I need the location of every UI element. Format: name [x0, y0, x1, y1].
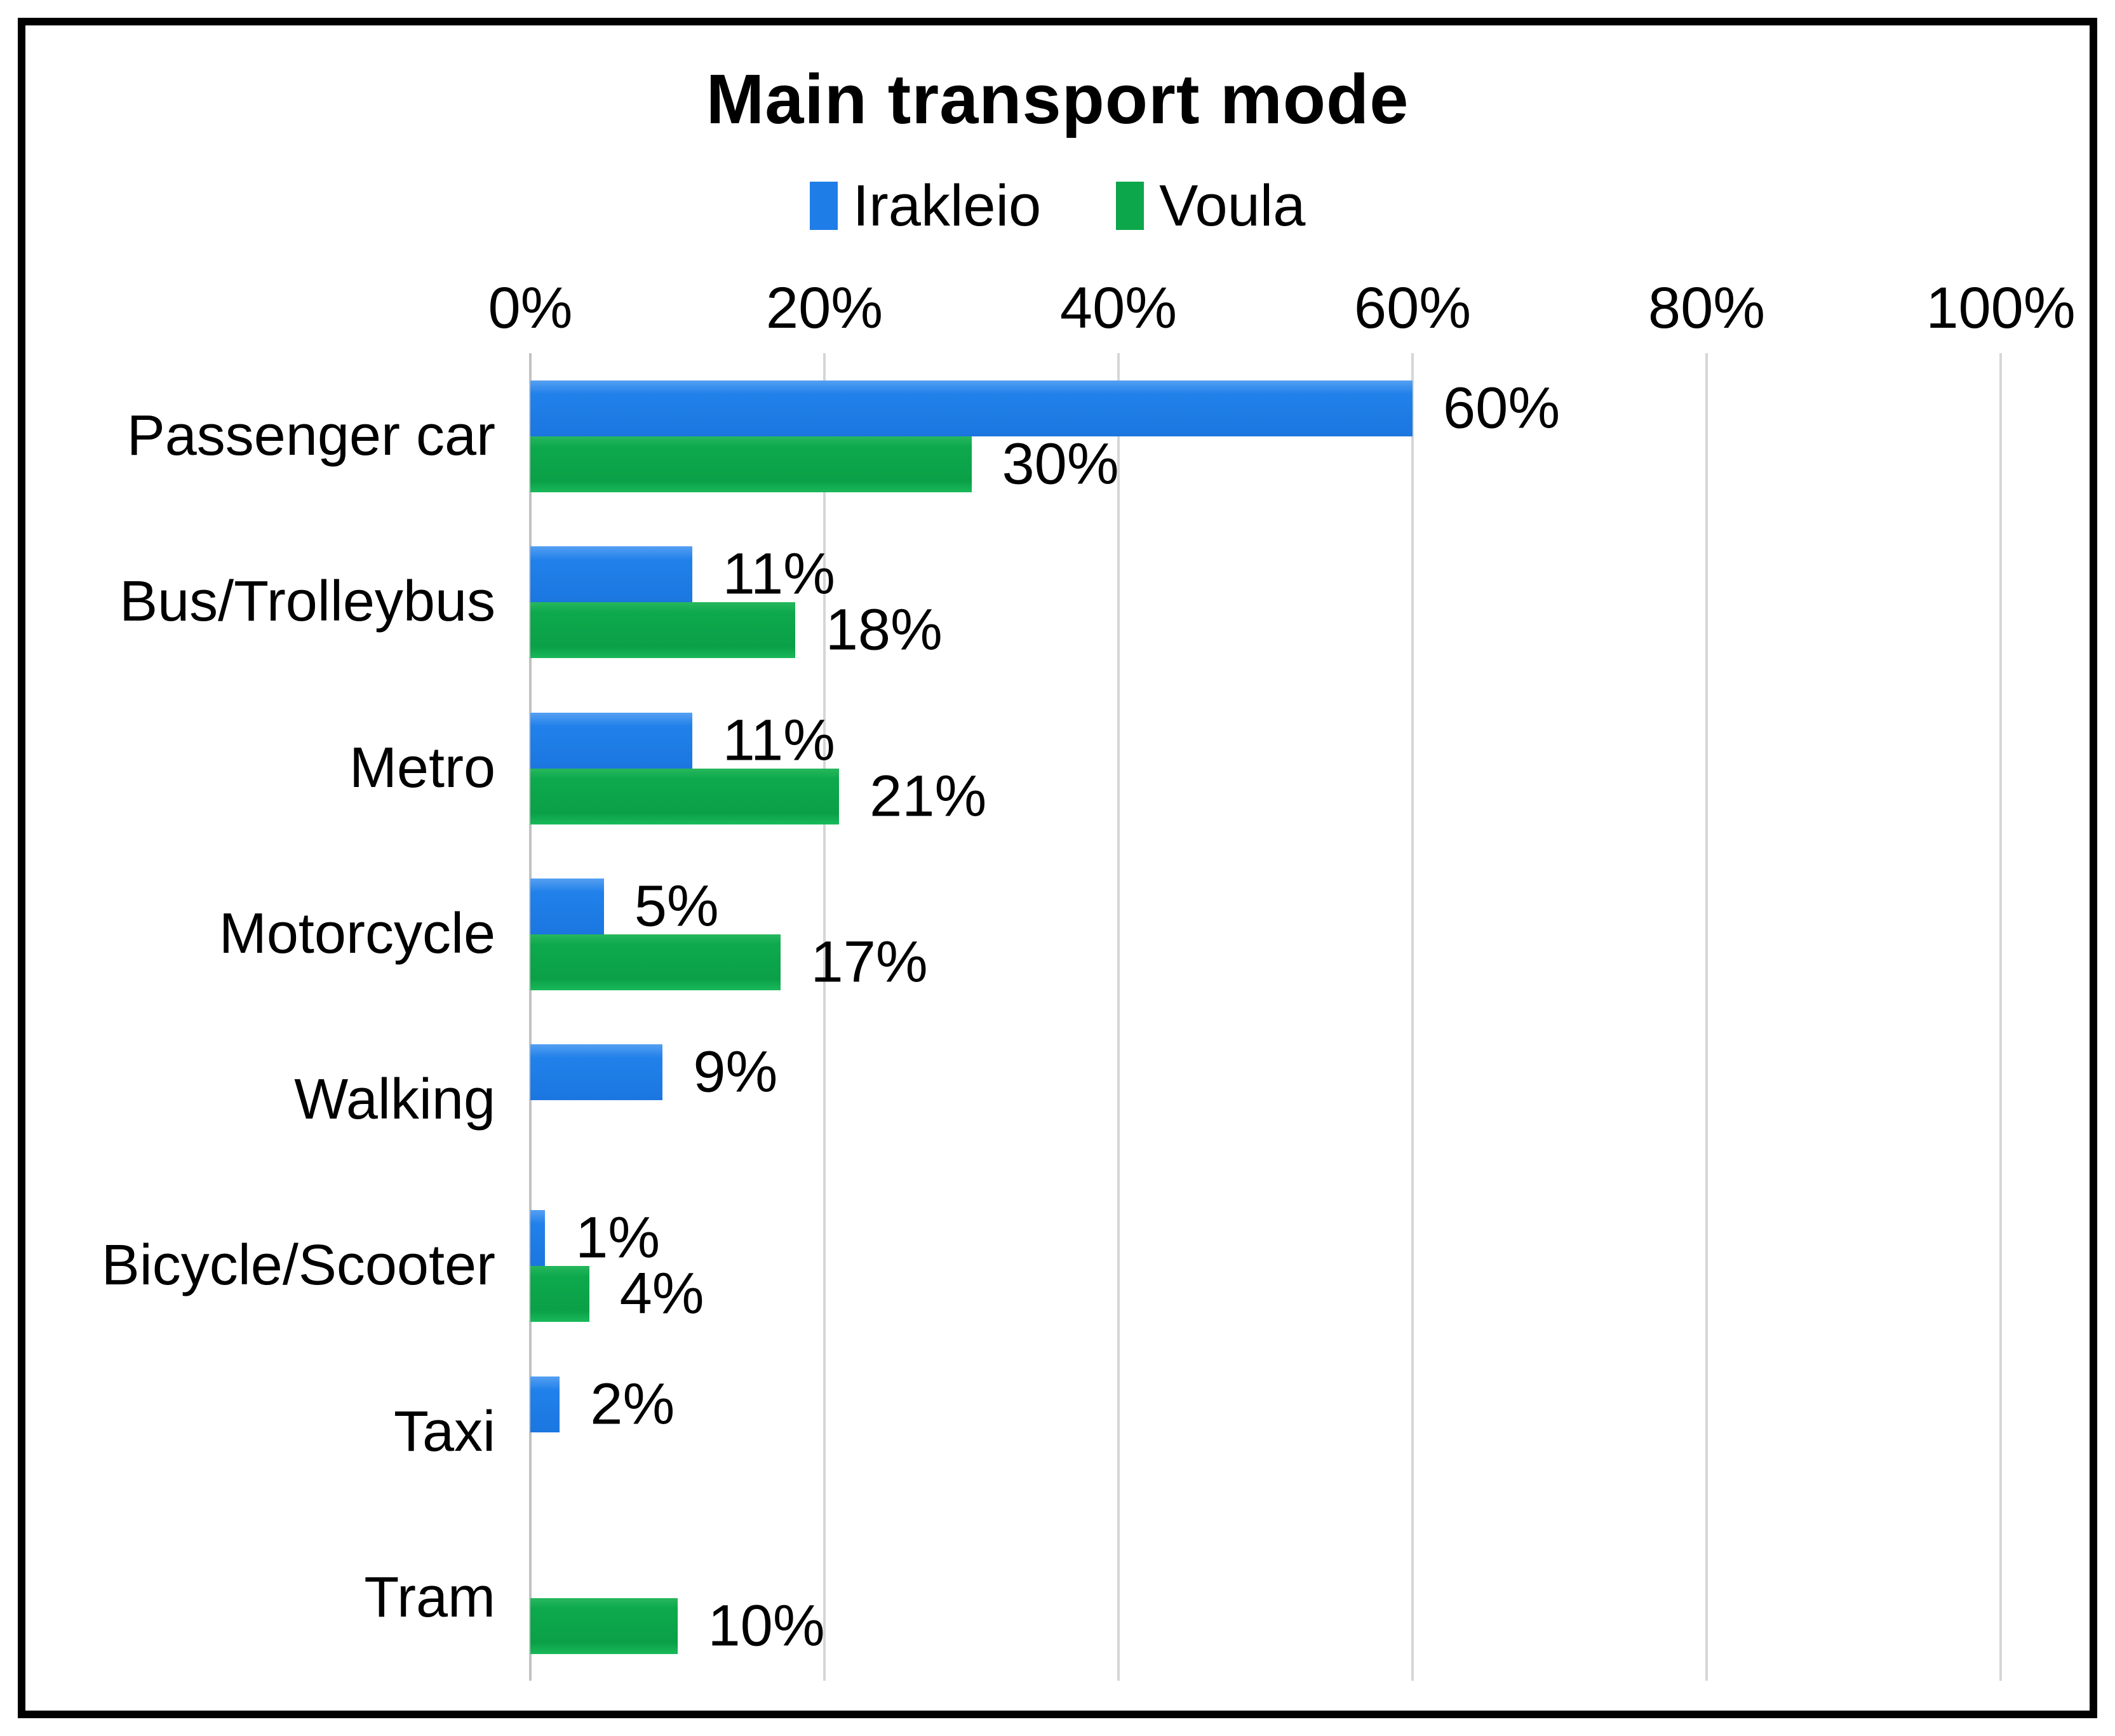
data-label-irakleio-metro: 11%: [722, 708, 835, 772]
data-label-voula-bus-trolleybus: 18%: [825, 597, 943, 663]
bar-irakleio-taxi: 2%: [530, 1371, 675, 1436]
x-tick-label-80-: 80%: [1648, 276, 1766, 340]
x-tick-label-60-: 60%: [1353, 276, 1472, 340]
data-label-irakleio-passenger-car: 60%: [1443, 375, 1561, 441]
bar-group-passenger-car: 60% 30%: [530, 353, 2001, 519]
bar-group-bicycle-scooter: 1% 4%: [530, 1183, 2001, 1349]
gridline-0-: [529, 353, 532, 1681]
legend-swatch-voula-icon: [1116, 182, 1145, 230]
data-label-irakleio-motorcycle: 5%: [634, 873, 719, 939]
gridline-20-: [823, 353, 826, 1681]
category-label-metro: Metro: [349, 736, 495, 800]
category-label-tram: Tram: [364, 1565, 495, 1629]
legend-swatch-irakleio-icon: [809, 182, 838, 230]
data-label-irakleio-walking: 9%: [693, 1039, 778, 1105]
bar-group-metro: 11% 21%: [530, 685, 2001, 851]
gridline-80-: [1705, 353, 1708, 1681]
bar-irakleio-bus-trolleybus: 11%: [530, 542, 835, 607]
bar-irakleio-walking: 9%: [530, 1040, 777, 1105]
x-tick-label-20-: 20%: [765, 276, 883, 340]
x-axis-spacer: [25, 277, 530, 348]
gridline-60-: [1411, 353, 1414, 1681]
bar-voula-passenger-car: 30%: [530, 432, 1119, 497]
bar-group-motorcycle: 5% 17%: [530, 851, 2001, 1017]
plot-area: 60% 30% 11% 18% 11% 21% 5% 17% 9% 1% 4% 2% 10%: [529, 353, 2002, 1681]
bar-irakleio-metro: 11%: [530, 708, 835, 772]
legend-item-voula: Voula: [1116, 173, 1305, 239]
bar-group-taxi: 2%: [530, 1349, 2001, 1515]
bar-voula-tram: 10%: [530, 1593, 825, 1658]
x-axis-ticks: 0% 20% 40% 60% 80% 100%: [488, 276, 2076, 348]
bar-voula-bus-trolleybus: 18%: [530, 598, 943, 663]
chart-body: Passenger car Bus/Trolleybus Metro Motorcyc…: [25, 353, 2090, 1681]
category-labels-column: Passenger car Bus/Trolleybus Metro Motorcyc…: [25, 353, 530, 1681]
category-label-bus-trolleybus: Bus/Trolleybus: [119, 570, 495, 634]
category-label-passenger-car: Passenger car: [126, 404, 495, 468]
chart-frame: Main transport mode Irakleio Voula 0% 20%…: [18, 18, 2097, 1718]
chart-title: Main transport mode: [706, 60, 1409, 138]
legend-label-irakleio: Irakleio: [852, 173, 1042, 238]
bar-irakleio-motorcycle: 5%: [530, 873, 719, 938]
data-label-voula-passenger-car: 30%: [1002, 431, 1119, 497]
gridline-40-: [1117, 353, 1120, 1681]
bar-group-walking: 9%: [530, 1017, 2001, 1183]
category-label-motorcycle: Motorcycle: [218, 901, 495, 966]
x-axis: 0% 20% 40% 60% 80% 100%: [25, 276, 2090, 348]
data-label-voula-tram: 10%: [708, 1593, 825, 1659]
x-tick-label-40-: 40%: [1059, 276, 1178, 340]
bar-voula-bicycle-scooter: 4%: [530, 1262, 704, 1326]
bar-irakleio-passenger-car: 60%: [530, 376, 1560, 441]
x-tick-label-0-: 0%: [488, 276, 573, 340]
category-label-bicycle-scooter: Bicycle/Scooter: [101, 1234, 495, 1298]
category-label-walking: Walking: [294, 1068, 495, 1132]
data-label-voula-bicycle-scooter: 4%: [619, 1261, 704, 1326]
data-label-voula-metro: 21%: [869, 764, 987, 828]
bar-group-bus-trolleybus: 11% 18%: [530, 519, 2001, 685]
data-label-irakleio-bicycle-scooter: 1%: [575, 1205, 661, 1270]
data-label-irakleio-taxi: 2%: [590, 1371, 675, 1436]
bar-group-tram: 10%: [530, 1515, 2001, 1681]
legend-item-irakleio: Irakleio: [809, 173, 1042, 239]
legend: Irakleio Voula: [25, 173, 2090, 239]
gridline-100-: [1999, 353, 2002, 1681]
x-tick-label-100-: 100%: [1926, 276, 2076, 340]
data-label-voula-motorcycle: 17%: [810, 929, 928, 995]
bar-voula-metro: 21%: [530, 764, 986, 828]
data-label-irakleio-bus-trolleybus: 11%: [722, 541, 835, 607]
category-label-taxi: Taxi: [393, 1399, 495, 1463]
bar-irakleio-bicycle-scooter: 1%: [530, 1206, 660, 1270]
bar-voula-motorcycle: 17%: [530, 929, 928, 994]
legend-label-voula: Voula: [1159, 173, 1306, 238]
